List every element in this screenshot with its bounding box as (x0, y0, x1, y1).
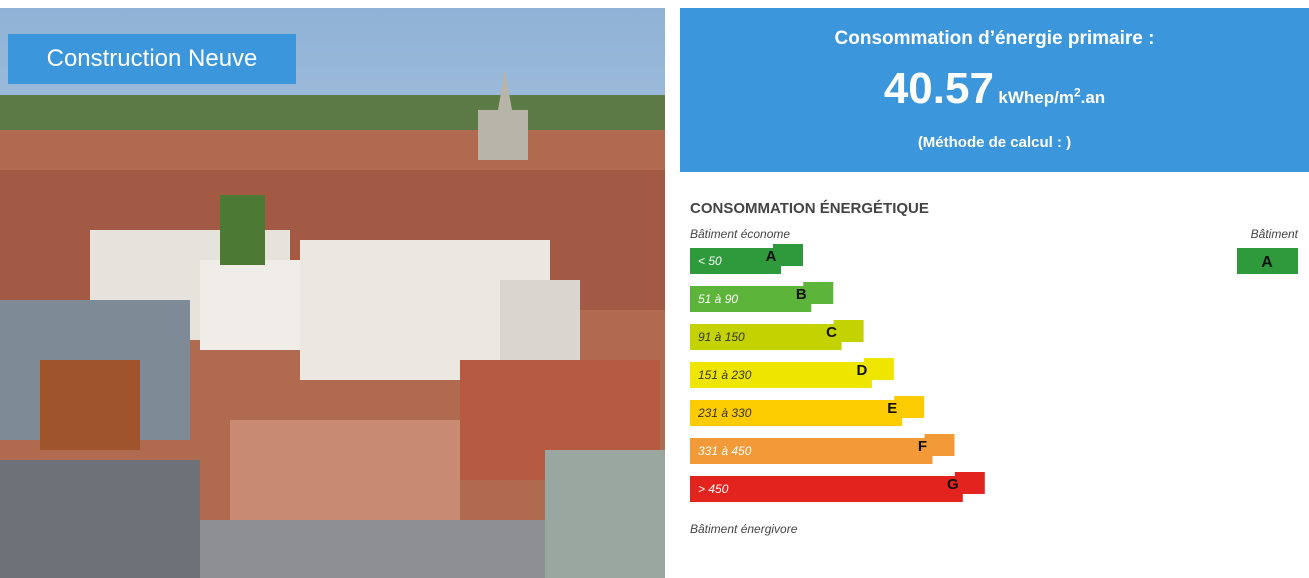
energy-unit: kWhep/m (998, 88, 1074, 107)
class-letter: D (856, 362, 867, 379)
class-bar-tab (894, 396, 925, 418)
class-letter: G (947, 476, 959, 493)
class-bar (690, 400, 903, 426)
photo (0, 8, 665, 578)
class-bar (690, 438, 933, 464)
class-letter: E (887, 400, 897, 417)
method: (Méthode de calcul : ) (917, 134, 1072, 151)
photo-label: Construction Neuve (8, 34, 296, 84)
class-letter: A (766, 248, 777, 265)
class-range: 231 à 330 (697, 406, 752, 420)
class-bar-tab (863, 358, 894, 380)
bottom-note: Bâtiment énergivore (690, 522, 798, 536)
class-bar (690, 324, 842, 350)
top-note: Bâtiment économe (690, 227, 791, 241)
class-bar-tab (833, 320, 864, 342)
class-bar-tab (773, 244, 803, 266)
class-bar-tab (803, 282, 834, 304)
class-bar-tab (954, 472, 985, 494)
class-range: 91 à 150 (698, 330, 745, 344)
building-title: Bâtiment (1250, 227, 1298, 241)
energy-value: 40.57 (883, 64, 994, 113)
energy-unit-suffix: .an (1080, 88, 1106, 107)
header-value-line: 40.57 kWhep/m2.an (680, 64, 1309, 114)
class-range: 331 à 450 (698, 444, 752, 458)
class-letter: B (796, 286, 807, 303)
class-bar (690, 248, 781, 274)
class-bar (690, 476, 963, 502)
class-range: 151 à 230 (698, 368, 752, 382)
class-range: > 450 (698, 482, 729, 496)
building-badge (1237, 248, 1298, 274)
class-letter: F (918, 438, 927, 455)
building-class: A (1261, 254, 1273, 271)
class-bar (690, 362, 872, 388)
label-title: CONSOMMATION ÉNERGÉTIQUE (690, 200, 929, 217)
class-bar-tab (924, 434, 955, 456)
energy-header: Consommation d’énergie primaire : 40.57 … (680, 8, 1309, 172)
energy-scale: < 50 A 51 à 90 B 91 à 150 C 151 à 230 D 231 à 33… (690, 244, 1298, 502)
class-range: < 50 (698, 254, 722, 268)
class-letter: C (826, 324, 837, 341)
header-title: Consommation d’énergie primaire : (834, 28, 1155, 49)
class-bar (690, 286, 812, 312)
energy-unit-sup: 2 (1073, 85, 1081, 100)
class-range: 51 à 90 (698, 292, 738, 306)
